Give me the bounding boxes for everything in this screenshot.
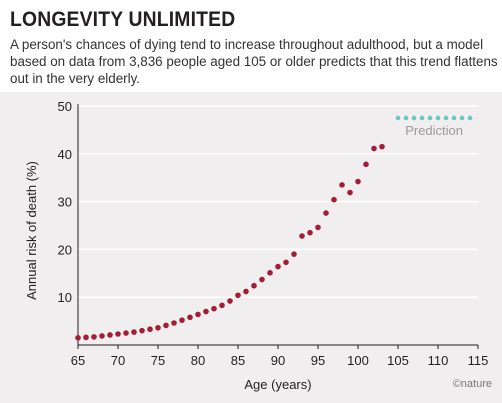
tick-labels: 65 70 75 80 85 90 95 100 105 110 115 10 20 30 40 50 xyxy=(58,99,489,368)
x-tick-label-90: 90 xyxy=(271,353,285,368)
x-tick-label-70: 70 xyxy=(111,353,125,368)
x-tick-label-65: 65 xyxy=(71,353,85,368)
observed-point-83 xyxy=(219,302,225,309)
x-tick-label-75: 75 xyxy=(151,353,165,368)
observed-point-86 xyxy=(243,288,249,295)
y-tick-label-20: 20 xyxy=(58,242,72,257)
y-tick-label-40: 40 xyxy=(58,147,72,162)
observed-point-100 xyxy=(355,178,361,185)
observed-point-102 xyxy=(371,145,377,152)
observed-point-70 xyxy=(115,331,121,337)
observed-point-81 xyxy=(203,308,209,315)
prediction-point-108 xyxy=(419,115,425,121)
observed-point-97 xyxy=(331,196,337,203)
data-points xyxy=(75,115,473,341)
legend-prediction-label: Prediction xyxy=(405,123,463,138)
y-tick-label-10: 10 xyxy=(58,290,72,305)
y-axis-title: Annual risk of death (%) xyxy=(24,161,39,300)
prediction-point-110 xyxy=(435,115,441,121)
y-tick-label-30: 30 xyxy=(58,195,72,210)
x-tick-label-95: 95 xyxy=(311,353,325,368)
observed-point-79 xyxy=(187,314,193,321)
observed-point-76 xyxy=(163,322,169,329)
prediction-point-114 xyxy=(467,115,473,121)
chart-title: LONGEVITY UNLIMITED xyxy=(10,8,236,31)
observed-point-69 xyxy=(107,332,113,338)
observed-point-75 xyxy=(155,324,161,331)
x-axis-title: Age (years) xyxy=(244,377,311,392)
x-tick-label-100: 100 xyxy=(347,353,369,368)
observed-point-93 xyxy=(299,233,305,239)
prediction-point-106 xyxy=(403,115,409,121)
plot-background xyxy=(0,92,502,403)
observed-point-96 xyxy=(323,210,329,216)
observed-point-91 xyxy=(283,259,289,266)
observed-point-101 xyxy=(363,161,369,168)
prediction-point-113 xyxy=(459,115,465,121)
x-tick-label-105: 105 xyxy=(387,353,409,368)
observed-point-90 xyxy=(275,263,281,270)
observed-point-89 xyxy=(267,270,273,276)
observed-point-98 xyxy=(339,182,345,188)
nature-credit: ©nature xyxy=(453,378,492,390)
prediction-point-111 xyxy=(443,115,449,121)
observed-point-85 xyxy=(235,292,241,299)
observed-point-65 xyxy=(75,335,81,341)
observed-point-87 xyxy=(251,282,257,289)
observed-point-82 xyxy=(211,305,217,312)
prediction-point-109 xyxy=(427,115,433,121)
chart-subtitle: A person's chances of dying tend to incr… xyxy=(10,37,498,86)
observed-point-71 xyxy=(123,330,129,336)
observed-point-77 xyxy=(171,320,177,326)
observed-point-72 xyxy=(131,329,137,335)
prediction-point-107 xyxy=(411,115,417,121)
axes xyxy=(77,104,479,349)
observed-point-88 xyxy=(259,276,265,283)
observed-point-67 xyxy=(91,334,97,340)
y-tick-label-50: 50 xyxy=(58,99,72,114)
observed-point-68 xyxy=(99,333,105,339)
observed-point-80 xyxy=(195,311,201,318)
x-tick-label-85: 85 xyxy=(231,353,245,368)
prediction-point-105 xyxy=(395,115,401,121)
observed-point-103 xyxy=(379,143,385,150)
observed-point-94 xyxy=(307,229,313,236)
observed-point-66 xyxy=(83,334,89,341)
prediction-point-112 xyxy=(451,115,457,121)
observed-point-78 xyxy=(179,317,185,323)
observed-point-95 xyxy=(315,224,321,231)
observed-point-99 xyxy=(347,189,353,196)
x-tick-label-115: 115 xyxy=(468,353,489,368)
x-tick-label-110: 110 xyxy=(428,353,449,368)
observed-point-92 xyxy=(291,251,297,257)
observed-point-74 xyxy=(147,326,153,333)
observed-point-84 xyxy=(227,298,233,304)
observed-point-73 xyxy=(139,327,145,334)
gridlines xyxy=(78,105,478,298)
x-tick-label-80: 80 xyxy=(191,353,205,368)
